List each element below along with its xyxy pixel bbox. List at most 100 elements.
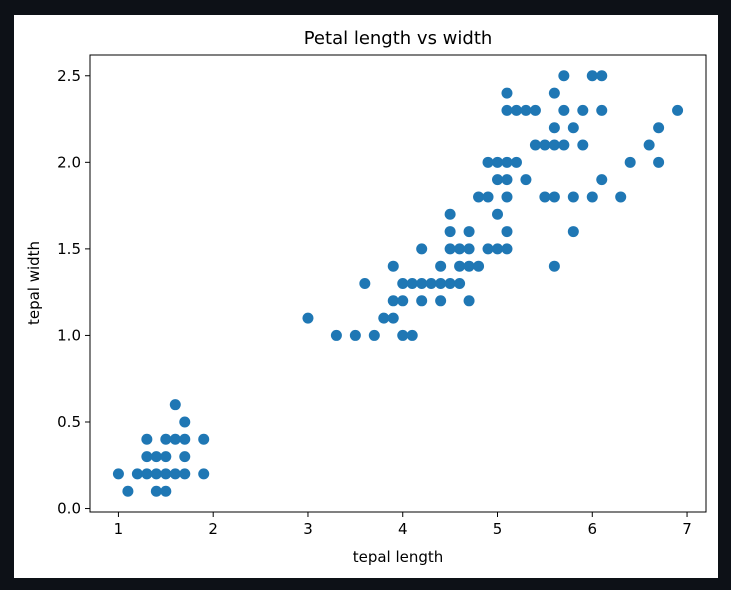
data-point [586,70,598,82]
data-point [577,139,589,151]
data-point [510,104,522,116]
data-point [643,139,655,151]
data-points [112,70,684,497]
chart-title: Petal length vs width [304,28,493,49]
data-point [482,191,494,203]
data-point [482,156,494,168]
data-point [672,104,684,116]
data-point [501,243,513,255]
data-point [160,468,172,480]
data-point [150,485,162,497]
data-point [596,174,608,186]
data-point [492,156,504,168]
data-point [454,260,466,272]
x-axis: 1 2 3 4 5 6 7 [114,512,692,538]
y-tick-label: 0.5 [57,413,81,431]
data-point [596,70,608,82]
data-point [141,468,153,480]
data-point [520,104,532,116]
data-point [463,243,475,255]
x-tick-label: 6 [588,520,598,538]
data-point [435,295,447,307]
data-point [150,468,162,480]
x-tick-label: 4 [398,520,408,538]
data-point [463,226,475,238]
data-point [624,156,636,168]
data-point [473,260,485,272]
data-point [529,139,541,151]
scatter-chart: Petal length vs width 1 2 3 4 5 6 7 0.0 0.5 1.0 1… [25,28,707,566]
data-point [198,433,210,445]
data-point [141,451,153,463]
data-point [596,104,608,116]
y-axis-label: tepal width [25,241,43,325]
data-point [160,451,172,463]
data-point [397,329,409,341]
data-point [198,468,210,480]
data-point [492,174,504,186]
data-point [473,191,485,203]
x-tick-label: 3 [303,520,313,538]
data-point [150,451,162,463]
data-point [558,104,570,116]
data-point [435,260,447,272]
data-point [302,312,314,324]
x-tick-label: 5 [493,520,503,538]
data-point [160,433,172,445]
data-point [179,451,191,463]
data-point [444,226,456,238]
data-point [387,260,399,272]
data-point [387,295,399,307]
data-point [615,191,627,203]
data-point [501,156,513,168]
data-point [444,278,456,289]
data-point [548,260,560,272]
data-point [492,243,504,255]
data-point [131,468,143,480]
data-point [548,191,560,203]
data-point [444,243,456,255]
data-point [586,191,598,203]
data-point [169,433,181,445]
y-tick-label: 2.0 [57,153,81,171]
data-point [444,208,456,220]
data-point [169,468,181,480]
y-tick-label: 1.5 [57,240,81,258]
data-point [406,278,418,289]
data-point [397,295,409,307]
x-tick-label: 1 [114,520,124,538]
data-point [416,295,428,307]
data-point [359,278,371,289]
data-point [510,156,522,168]
data-point [406,329,418,341]
x-axis-label: tepal length [353,548,444,566]
data-point [567,226,579,238]
data-point [501,87,513,99]
x-tick-label: 7 [682,520,692,538]
data-point [539,191,551,203]
data-point [179,416,191,428]
data-point [492,208,504,220]
data-point [179,468,191,480]
data-point [463,260,475,272]
data-point [378,312,390,324]
data-point [416,278,428,289]
data-point [548,122,560,134]
data-point [425,278,437,289]
y-tick-label: 2.5 [57,67,81,85]
data-point [141,433,153,445]
data-point [387,312,399,324]
data-point [122,485,134,497]
data-point [482,243,494,255]
y-axis: 0.0 0.5 1.0 1.5 2.0 2.5 [57,67,90,518]
x-tick-label: 2 [208,520,218,538]
data-point [501,104,513,116]
data-point [558,70,570,82]
data-point [330,329,342,341]
data-point [454,278,466,289]
data-point [520,174,532,186]
data-point [435,278,447,289]
y-tick-label: 0.0 [57,500,81,518]
data-point [160,485,172,497]
data-point [653,122,665,134]
